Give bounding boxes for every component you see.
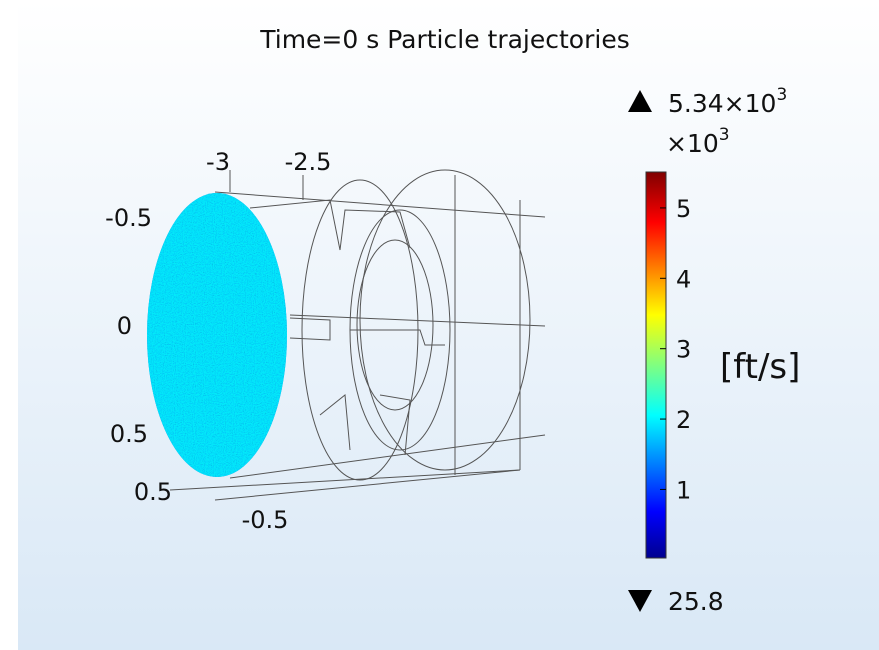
min-label: 25.8 (668, 587, 724, 616)
multiplier-base: ×10 (666, 129, 719, 158)
axis-label: -3 (206, 148, 230, 176)
axis-label: 0.5 (110, 420, 148, 448)
unit-label: [ft/s] (720, 347, 800, 387)
colorbar-tick-label: 5 (676, 195, 691, 223)
axis-labels: -3 -2.5 -0.5 0 0.5 0.5 -0.5 (105, 148, 331, 534)
max-marker (628, 90, 652, 112)
colorbar-tick-label: 3 (676, 336, 691, 364)
max-mantissa: 5.34×10 (668, 89, 776, 118)
axis-label: 0 (117, 312, 132, 340)
multiplier-exponent: 3 (719, 125, 730, 145)
geometry-wireframe (169, 169, 546, 501)
max-exponent: 3 (776, 85, 787, 105)
colorbar (645, 171, 667, 559)
min-marker (628, 590, 652, 612)
particle-disk-noise (147, 193, 287, 477)
colorbar-tick-label: 4 (676, 265, 691, 293)
colorbar-tick-label: 2 (676, 406, 691, 434)
colorbar-tick-label: 1 (676, 476, 691, 504)
axis-label: -2.5 (285, 148, 332, 176)
axis-label: 0.5 (134, 478, 172, 506)
multiplier: ×103 (666, 125, 730, 158)
plot-title: Time=0 s Particle trajectories (259, 25, 629, 54)
axis-label: -0.5 (242, 506, 289, 534)
axis-label: -0.5 (105, 204, 152, 232)
max-label: 5.34×103 (668, 85, 787, 118)
